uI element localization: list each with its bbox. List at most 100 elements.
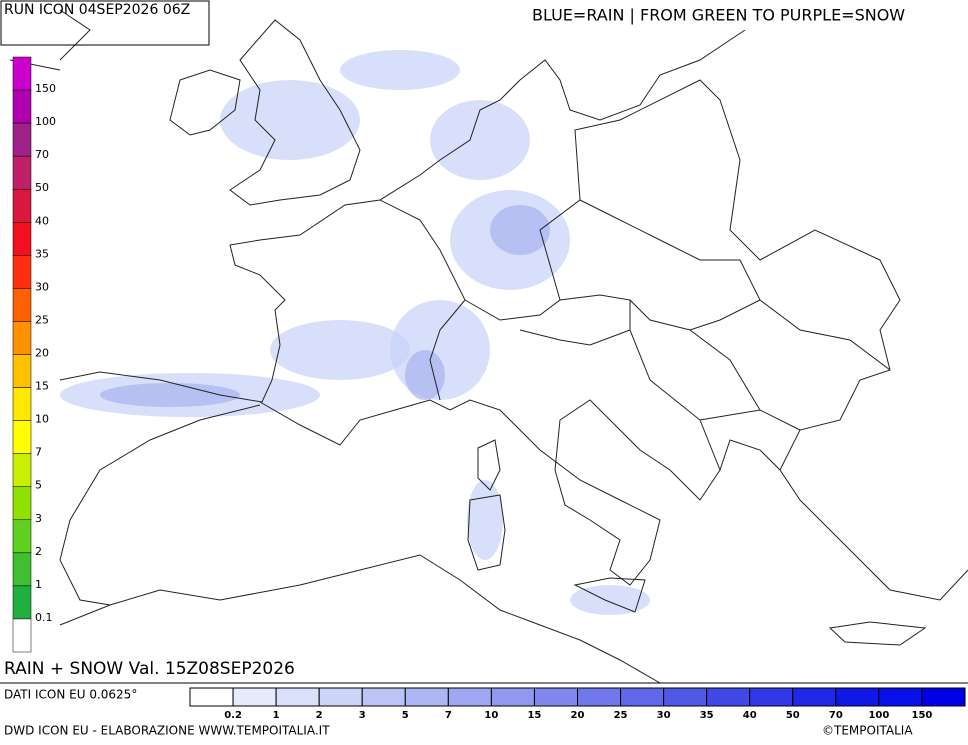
rain-label: 30 bbox=[657, 710, 671, 721]
snow-label: 150 bbox=[35, 82, 56, 95]
rain-swatch bbox=[533, 687, 579, 707]
snow-label: 20 bbox=[35, 347, 49, 360]
rain-label: 3 bbox=[359, 710, 366, 721]
sardinia bbox=[467, 494, 506, 571]
rain-area bbox=[570, 585, 650, 615]
snow-swatch bbox=[12, 255, 32, 289]
snow-swatch bbox=[12, 155, 32, 190]
snow-swatch bbox=[12, 486, 32, 521]
rain-swatch bbox=[361, 687, 406, 707]
snow-label: 3 bbox=[35, 512, 42, 525]
rain-scale: 0.2 1 2 3 5 7 10 15 20 25 30 35 40 50 70 100 150 bbox=[189, 687, 966, 721]
rain-swatch bbox=[404, 687, 449, 707]
rain-swatch bbox=[447, 687, 492, 707]
snow-swatch bbox=[12, 618, 32, 653]
snow-swatch bbox=[12, 321, 32, 355]
snow-label: 1 bbox=[35, 578, 42, 591]
rain-label: 10 bbox=[484, 710, 498, 721]
crete bbox=[828, 621, 927, 646]
africa-coast bbox=[59, 554, 661, 684]
rain-label: 50 bbox=[786, 710, 800, 721]
rain-swatch bbox=[318, 687, 363, 707]
border bbox=[629, 299, 891, 471]
sicily bbox=[573, 577, 646, 613]
snow-label: 0.1 bbox=[35, 611, 53, 624]
snow-swatch bbox=[12, 354, 32, 388]
credit: DWD ICON EU - ELABORAZIONE WWW.TEMPOITAL… bbox=[4, 724, 330, 738]
snow-label: 25 bbox=[35, 313, 49, 326]
snow-swatch bbox=[12, 288, 32, 322]
borders bbox=[59, 79, 901, 606]
rain-swatch bbox=[835, 687, 880, 707]
rain-swatch bbox=[749, 687, 794, 707]
rain-swatch bbox=[792, 687, 837, 707]
rain-label: 15 bbox=[527, 710, 541, 721]
header-frame bbox=[0, 0, 210, 46]
rain-area bbox=[340, 50, 460, 90]
rain-swatch bbox=[921, 687, 966, 707]
rain-label: 2 bbox=[316, 710, 323, 721]
rain-label: 5 bbox=[402, 710, 409, 721]
rain-label: 70 bbox=[829, 710, 843, 721]
snow-swatch bbox=[12, 188, 32, 223]
snow-label: 15 bbox=[35, 380, 49, 393]
rain-swatch bbox=[577, 687, 622, 707]
run-label: RUN ICON 04SEP2026 06Z bbox=[4, 2, 190, 18]
rain-label: 7 bbox=[445, 710, 452, 721]
snow-swatch bbox=[12, 453, 32, 487]
rain-label: 25 bbox=[614, 710, 628, 721]
copyright: ©TEMPOITALIA bbox=[822, 724, 913, 738]
snow-swatch bbox=[12, 89, 32, 124]
rain-swatch bbox=[663, 687, 708, 707]
snow-label: 5 bbox=[35, 479, 42, 492]
rain-swatch bbox=[490, 687, 535, 707]
rain-area bbox=[100, 383, 240, 407]
snow-label: 7 bbox=[35, 446, 42, 459]
coastline bbox=[259, 399, 968, 601]
rain-area bbox=[467, 480, 503, 560]
rain-label: 150 bbox=[912, 710, 933, 721]
rain-label: 20 bbox=[571, 710, 585, 721]
rain-area bbox=[490, 205, 550, 255]
rain-area bbox=[270, 320, 410, 380]
rain-label: 100 bbox=[868, 710, 889, 721]
border bbox=[539, 199, 761, 331]
rain-swatch bbox=[878, 687, 923, 707]
snow-swatch bbox=[12, 420, 32, 454]
rain-area bbox=[430, 100, 530, 180]
snow-swatch bbox=[12, 122, 32, 157]
snow-label: 70 bbox=[35, 148, 49, 161]
snow-label: 10 bbox=[35, 413, 49, 426]
data-source: DATI ICON EU 0.0625° bbox=[4, 688, 137, 702]
snow-label: 2 bbox=[35, 545, 42, 558]
snow-label: 35 bbox=[35, 247, 49, 260]
great-britain bbox=[229, 19, 361, 206]
rain-area bbox=[405, 350, 445, 400]
rain-label: 1 bbox=[273, 710, 280, 721]
snow-swatch bbox=[12, 552, 32, 587]
rain-swatch bbox=[232, 687, 277, 707]
rain-label: 0.2 bbox=[224, 710, 242, 721]
snow-swatch bbox=[12, 56, 32, 91]
snow-swatch bbox=[12, 519, 32, 554]
rain-swatch bbox=[275, 687, 320, 707]
snow-label: 30 bbox=[35, 280, 49, 293]
snow-swatch bbox=[12, 585, 32, 620]
rain-label: 35 bbox=[700, 710, 714, 721]
title-box bbox=[0, 656, 320, 682]
rain-area bbox=[220, 80, 360, 160]
rain-swatch bbox=[620, 687, 665, 707]
note-box bbox=[528, 2, 968, 30]
rain-swatch bbox=[706, 687, 751, 707]
border bbox=[464, 294, 631, 346]
snow-swatch bbox=[12, 222, 32, 256]
iberia-coast bbox=[59, 404, 261, 606]
snow-scale: 150 100 70 50 40 35 30 25 20 15 10 7 5 3 2 1 0.1 bbox=[12, 56, 56, 653]
snow-label: 40 bbox=[35, 214, 49, 227]
snow-swatch bbox=[12, 387, 32, 421]
snow-label: 50 bbox=[35, 181, 49, 194]
rain-swatch bbox=[189, 687, 234, 707]
ireland bbox=[169, 69, 241, 136]
snow-label: 100 bbox=[35, 115, 56, 128]
